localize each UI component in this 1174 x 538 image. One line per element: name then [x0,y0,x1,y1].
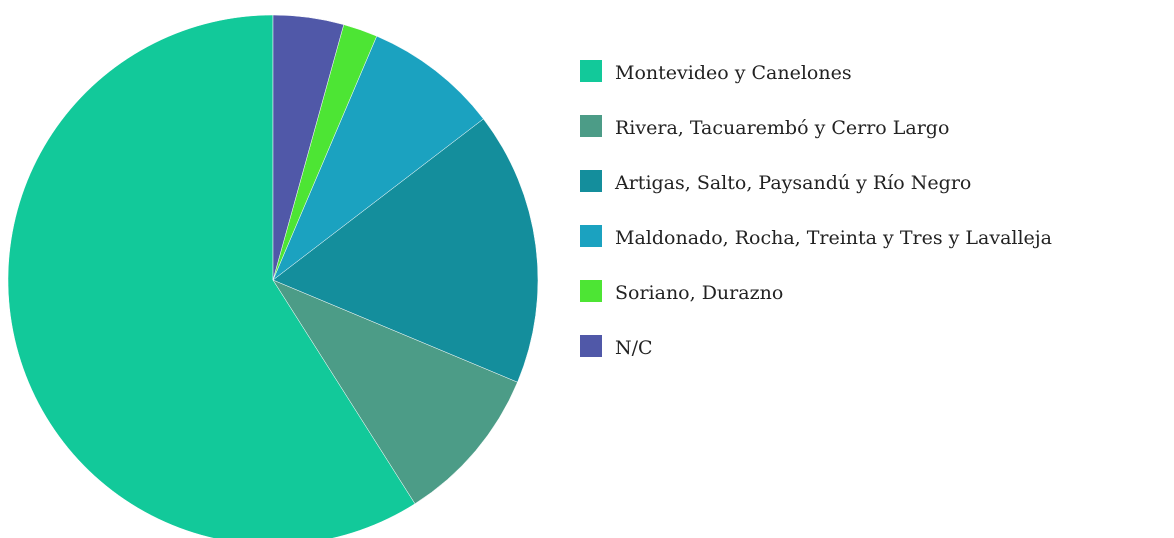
pie-slice [7,14,416,538]
legend-swatch [580,335,602,357]
legend-label: Maldonado, Rocha, Treinta y Tres y Laval… [615,227,1052,249]
pie-slice [272,118,539,383]
legend-label: Soriano, Durazno [615,282,783,304]
legend-label: N/C [615,337,653,359]
legend-label: Artigas, Salto, Paysandú y Río Negro [614,172,971,194]
legend-label: Montevideo y Canelones [615,62,852,84]
legend-swatch [580,115,602,137]
pie-slice [272,14,345,281]
legend-label: Rivera, Tacuarembó y Cerro Largo [615,117,949,139]
pie-slice [272,35,484,281]
legend-swatch [580,170,602,192]
pie-slice [272,279,518,505]
legend-swatch [580,280,602,302]
legend-swatch [580,60,602,82]
legend-swatch [580,225,602,247]
